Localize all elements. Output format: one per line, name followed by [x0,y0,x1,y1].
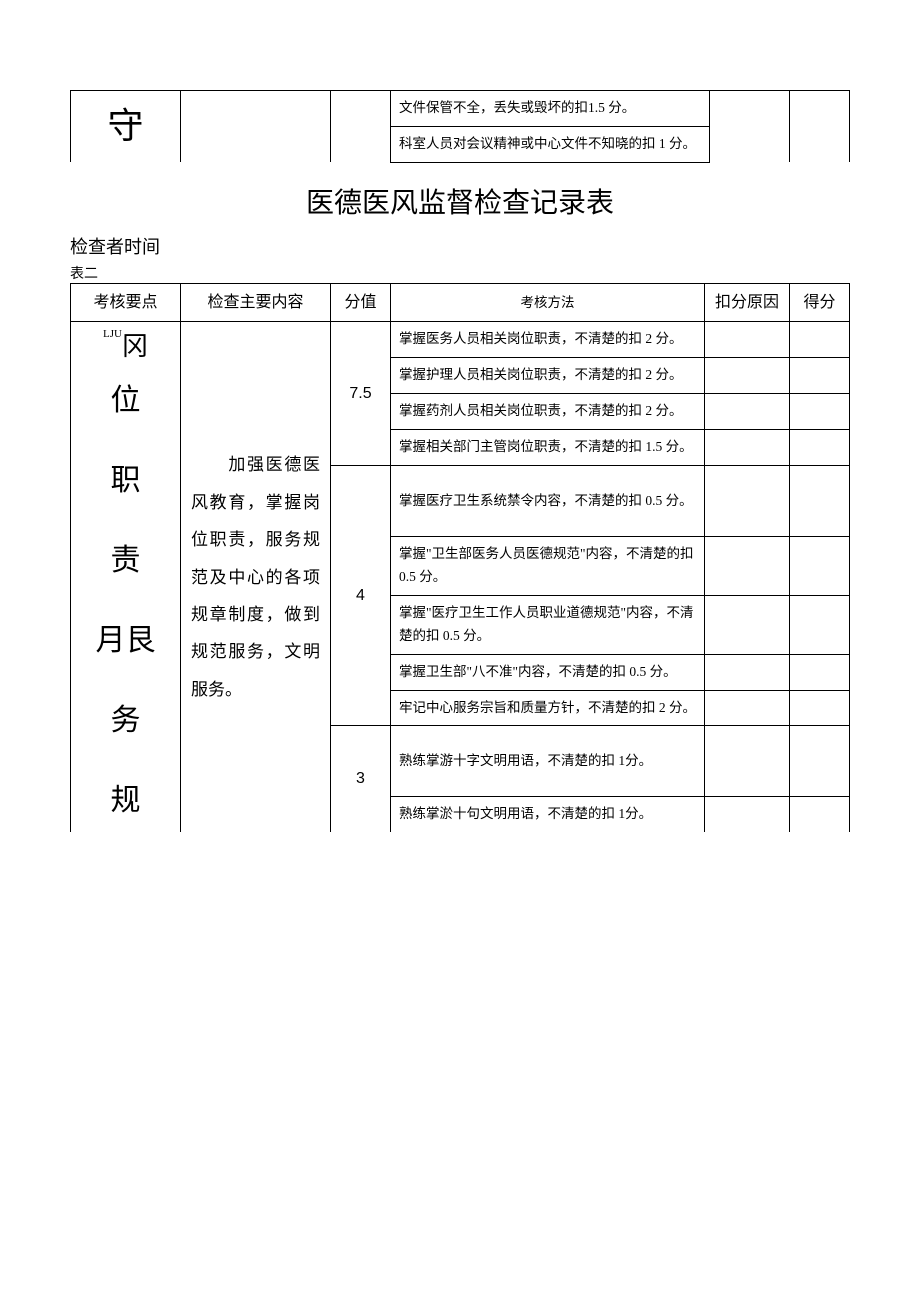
table-label: 表二 [70,263,850,283]
score-cell: 3 [331,726,391,832]
score-result-cell [790,595,850,654]
method-cell: 掌握药剂人员相关岗位职责，不清楚的扣 2 分。 [391,394,705,430]
deduction-cell [705,726,790,797]
method-cell: 掌握"医疗卫生工作人员职业道德规范"内容，不清楚的扣 0.5 分。 [391,595,705,654]
deduction-cell [705,358,790,394]
category-char: 冈 [122,332,148,361]
score-result-cell [790,322,850,358]
category-char: 职 [79,466,172,496]
header-cell: 扣分原因 [705,283,790,322]
score-result-cell [790,536,850,595]
score-result-cell [790,654,850,690]
empty-cell [790,91,850,163]
deduction-cell [705,536,790,595]
score-result-cell [790,797,850,832]
header-cell: 考核要点 [71,283,181,322]
header-cell: 考核方法 [391,283,705,322]
main-table: 考核要点 检查主要内容 分值 考核方法 扣分原因 得分 LJU冈 位 职 责 月… [70,283,850,832]
category-char: 守 [71,91,181,163]
deduction-cell [705,797,790,832]
content-column: 加强医德医风教育，掌握岗位职责，服务规范及中心的各项规章制度，做到规范服务，文明… [181,322,331,832]
deduction-cell [705,394,790,430]
deduction-cell [705,654,790,690]
method-cell: 掌握护理人员相关岗位职责，不清楚的扣 2 分。 [391,358,705,394]
category-column: LJU冈 位 职 责 月艮 务 规 [71,322,181,832]
table-row: 守 文件保管不全，丢失或毁坏的扣1.5 分。 [71,91,850,127]
empty-cell [181,91,331,163]
method-cell: 牢记中心服务宗旨和质量方针，不清楚的扣 2 分。 [391,690,705,726]
method-cell: 熟练掌淤十句文明用语，不清楚的扣 1分。 [391,797,705,832]
category-char: 务 [79,706,172,736]
method-cell: 掌握"卫生部医务人员医德规范"内容，不清楚的扣 0.5 分。 [391,536,705,595]
empty-cell [331,91,391,163]
top-fragment-table: 守 文件保管不全，丢失或毁坏的扣1.5 分。 科室人员对会议精神或中心文件不知晓… [70,90,850,163]
empty-cell [710,91,790,163]
checker-line: 检查者时间 [70,233,850,259]
score-result-cell [790,726,850,797]
method-cell: 掌握卫生部"八不准"内容，不清楚的扣 0.5 分。 [391,654,705,690]
category-prefix: LJU [103,328,122,340]
deduction-cell [705,322,790,358]
document-title: 医德医风监督检查记录表 [70,181,850,221]
score-result-cell [790,394,850,430]
method-cell: 掌握相关部门主管岗位职责，不清楚的扣 1.5 分。 [391,430,705,466]
score-result-cell [790,690,850,726]
score-result-cell [790,430,850,466]
score-result-cell [790,358,850,394]
deduction-cell [705,430,790,466]
method-cell: 科室人员对会议精神或中心文件不知晓的扣 1 分。 [391,126,710,162]
score-cell: 4 [331,466,391,726]
table-header-row: 考核要点 检查主要内容 分值 考核方法 扣分原因 得分 [71,283,850,322]
category-char: 规 [79,786,172,816]
page: 守 文件保管不全，丢失或毁坏的扣1.5 分。 科室人员对会议精神或中心文件不知晓… [0,0,920,872]
method-cell: 掌握医务人员相关岗位职责，不清楚的扣 2 分。 [391,322,705,358]
deduction-cell [705,690,790,726]
header-cell: 分值 [331,283,391,322]
header-cell: 检查主要内容 [181,283,331,322]
category-char: 位 [79,386,172,416]
table-row: LJU冈 位 职 责 月艮 务 规 加强医德医风教育，掌握岗位职责，服务规范及中… [71,322,850,358]
deduction-cell [705,466,790,537]
deduction-cell [705,595,790,654]
score-result-cell [790,466,850,537]
method-cell: 文件保管不全，丢失或毁坏的扣1.5 分。 [391,91,710,127]
method-cell: 熟练掌游十字文明用语，不清楚的扣 1分。 [391,726,705,797]
method-cell: 掌握医疗卫生系统禁令内容，不清楚的扣 0.5 分。 [391,466,705,537]
header-cell: 得分 [790,283,850,322]
category-char: 月艮 [79,626,172,656]
category-char: 责 [79,546,172,576]
score-cell: 7.5 [331,322,391,466]
